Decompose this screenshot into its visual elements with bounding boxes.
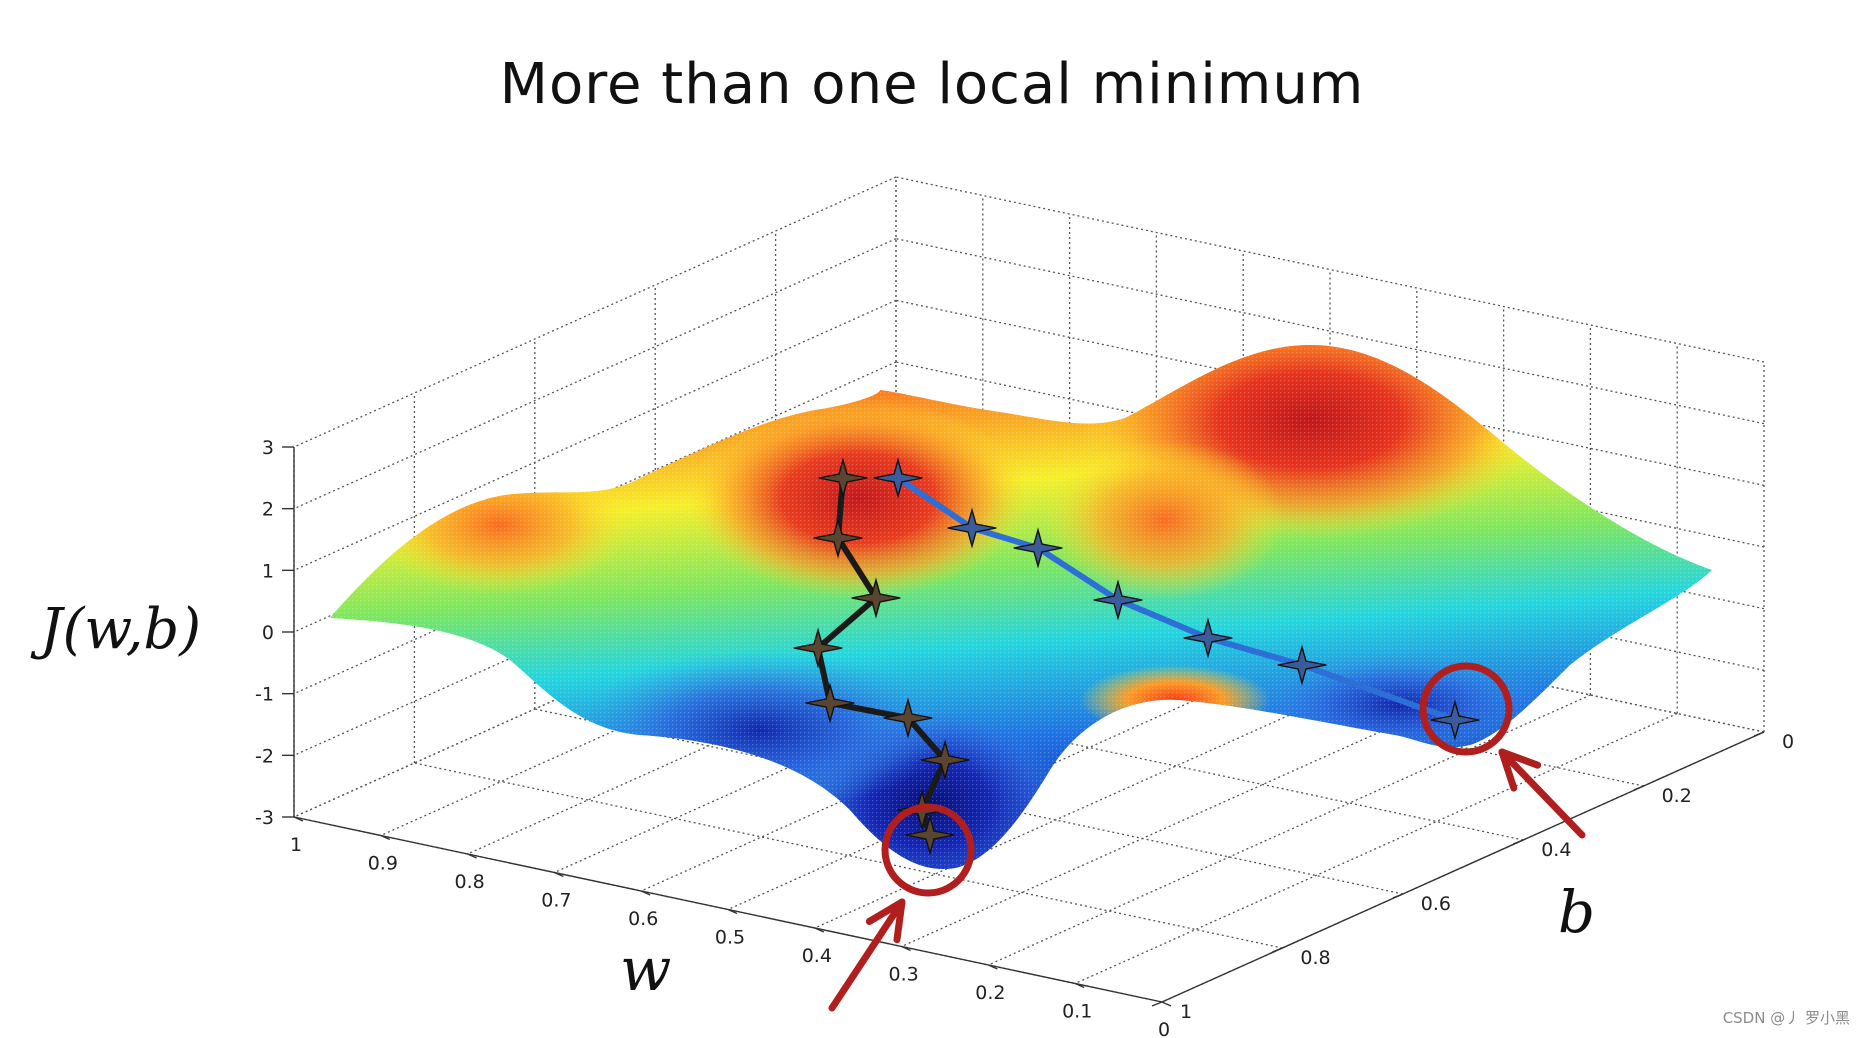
w-tick-mark [467, 853, 477, 859]
w-tick-labels: 1 0.9 0.8 0.7 0.6 0.5 0.4 0.3 0.2 0.1 0 [290, 834, 1170, 1038]
cost-surface [330, 345, 1712, 870]
w-tick-mark [727, 908, 738, 915]
w-tick-mark [814, 927, 825, 933]
b-tick-mark [1633, 785, 1644, 791]
w-tick-mark [293, 816, 304, 822]
b-tick-label: 0.6 [1421, 893, 1451, 915]
arrow-shaft [828, 898, 906, 1012]
w-tick-label: 0.7 [541, 890, 571, 912]
b-axis-label: b [1558, 878, 1595, 946]
z-tick-label: 0 [262, 622, 274, 644]
descent-paths [793, 457, 1480, 856]
watermark: CSDN @丿 罗小黑 [1722, 1009, 1850, 1027]
w-tick-label: 0.6 [628, 908, 658, 930]
b-tick-mark [1392, 893, 1404, 899]
b-tick-mark [1512, 839, 1524, 845]
w-tick-label: 0.1 [1062, 1001, 1092, 1023]
w-tick-mark [1074, 982, 1085, 989]
arrow-left [828, 898, 906, 1012]
b-axis-line [1161, 731, 1765, 1003]
z-axis-label: J(w,b) [30, 597, 201, 662]
w-tick-mark [380, 834, 391, 841]
w-tick-label: 0 [1158, 1019, 1170, 1038]
path-marker [1430, 699, 1480, 741]
path-marker [883, 697, 933, 739]
path-marker [851, 577, 901, 619]
w-tick-label: 0.3 [888, 964, 918, 986]
w-tick-mark [988, 964, 998, 970]
path-marker [947, 507, 997, 549]
path-marker [1093, 579, 1143, 621]
w-tick-label: 0.4 [802, 945, 832, 967]
path-marker [1277, 644, 1327, 686]
z-tick-label: -3 [255, 807, 274, 829]
w-axis-label: w [620, 935, 671, 1005]
w-tick-mark [1161, 1001, 1172, 1007]
path-marker [920, 739, 970, 781]
w-tick-label: 0.2 [975, 982, 1005, 1004]
blue-descent-path [873, 457, 1480, 741]
axes-lines [282, 446, 1765, 1007]
path-marker [813, 517, 863, 559]
b-tick-label: 0 [1782, 731, 1794, 753]
path-marker [805, 682, 855, 724]
annotations [828, 662, 1586, 1012]
z-tick-label: 3 [262, 437, 274, 459]
path-marker [905, 814, 955, 856]
arrow-shaft [1498, 748, 1586, 839]
path-marker [1183, 617, 1233, 659]
b-tick-mark [1753, 731, 1765, 737]
w-tick-mark [640, 890, 651, 896]
w-tick-label: 1 [290, 834, 302, 856]
black-descent-path [793, 457, 970, 856]
arrow-head [865, 898, 906, 944]
z-tick-label: 1 [262, 560, 274, 582]
path-marker [1013, 527, 1063, 569]
w-tick-mark [554, 871, 564, 878]
minimum-circle-right [1419, 662, 1513, 756]
w-tick-label: 0.8 [454, 871, 484, 893]
chart-title: More than one local minimum [499, 52, 1365, 117]
path-marker [818, 457, 868, 499]
arrow-head [1498, 748, 1542, 792]
b-tick-mark [1151, 1001, 1163, 1007]
z-tick-labels: 3 2 1 0 -1 -2 -3 [255, 437, 274, 829]
w-tick-label: 0.5 [715, 927, 745, 949]
b-tick-label: 1 [1180, 1001, 1192, 1023]
grid-line [293, 176, 897, 448]
path-marker [793, 627, 843, 669]
surface-mesh-texture [330, 345, 1712, 870]
w-tick-mark [901, 945, 911, 952]
b-tick-mark [1272, 947, 1283, 953]
b-tick-label: 0.8 [1300, 947, 1330, 969]
b-tick-label: 0.2 [1662, 785, 1692, 807]
b-tick-labels: 0 0.2 0.4 0.6 0.8 1 [1180, 731, 1794, 1023]
z-tick-label: -2 [255, 745, 274, 767]
w-tick-label: 0.9 [368, 853, 398, 875]
z-tick-label: -1 [255, 684, 274, 706]
arrow-right [1498, 748, 1586, 839]
path-marker [873, 457, 923, 499]
z-tick-label: 2 [262, 499, 274, 521]
minimum-circle-left [881, 803, 975, 897]
b-tick-label: 0.4 [1541, 839, 1571, 861]
